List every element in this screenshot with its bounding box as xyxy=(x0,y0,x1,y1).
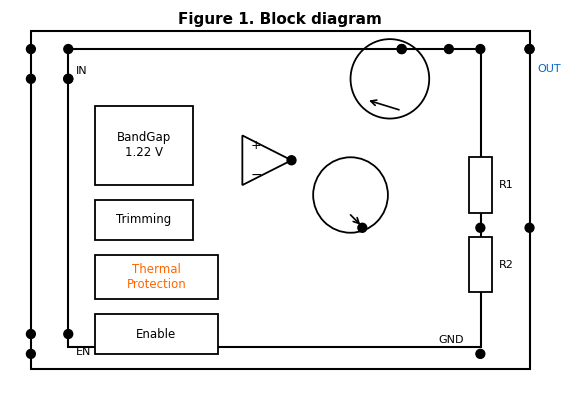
Circle shape xyxy=(64,74,73,83)
Text: −: − xyxy=(250,168,262,182)
Circle shape xyxy=(27,74,35,83)
Circle shape xyxy=(64,44,73,53)
Circle shape xyxy=(445,44,453,53)
Text: +: + xyxy=(251,139,261,152)
Circle shape xyxy=(476,349,485,358)
Bar xyxy=(468,237,492,292)
Bar xyxy=(31,31,530,369)
Circle shape xyxy=(27,44,35,53)
Circle shape xyxy=(287,156,296,165)
Bar xyxy=(68,49,481,347)
Text: Trimming: Trimming xyxy=(116,213,172,226)
Text: Enable: Enable xyxy=(136,327,176,340)
Bar xyxy=(468,157,492,213)
Text: GND: GND xyxy=(438,335,464,345)
Bar xyxy=(95,200,193,240)
Circle shape xyxy=(358,223,367,232)
Text: BandGap
1.22 V: BandGap 1.22 V xyxy=(117,131,171,160)
Circle shape xyxy=(525,44,534,53)
Circle shape xyxy=(525,223,534,232)
Bar xyxy=(95,255,218,299)
Bar xyxy=(95,106,193,185)
Circle shape xyxy=(397,44,406,53)
Circle shape xyxy=(476,223,485,232)
Text: R2: R2 xyxy=(498,259,513,270)
Circle shape xyxy=(27,330,35,338)
Circle shape xyxy=(64,74,73,83)
Circle shape xyxy=(525,44,534,53)
Text: OUT: OUT xyxy=(538,64,561,74)
Text: Thermal
Protection: Thermal Protection xyxy=(126,263,186,291)
Circle shape xyxy=(476,44,485,53)
Text: EN: EN xyxy=(76,347,91,357)
Bar xyxy=(95,314,218,354)
Text: IN: IN xyxy=(76,66,88,76)
Circle shape xyxy=(27,349,35,358)
Text: R1: R1 xyxy=(498,180,513,190)
Circle shape xyxy=(397,44,406,53)
Text: Figure 1. Block diagram: Figure 1. Block diagram xyxy=(178,12,382,27)
Circle shape xyxy=(64,330,73,338)
